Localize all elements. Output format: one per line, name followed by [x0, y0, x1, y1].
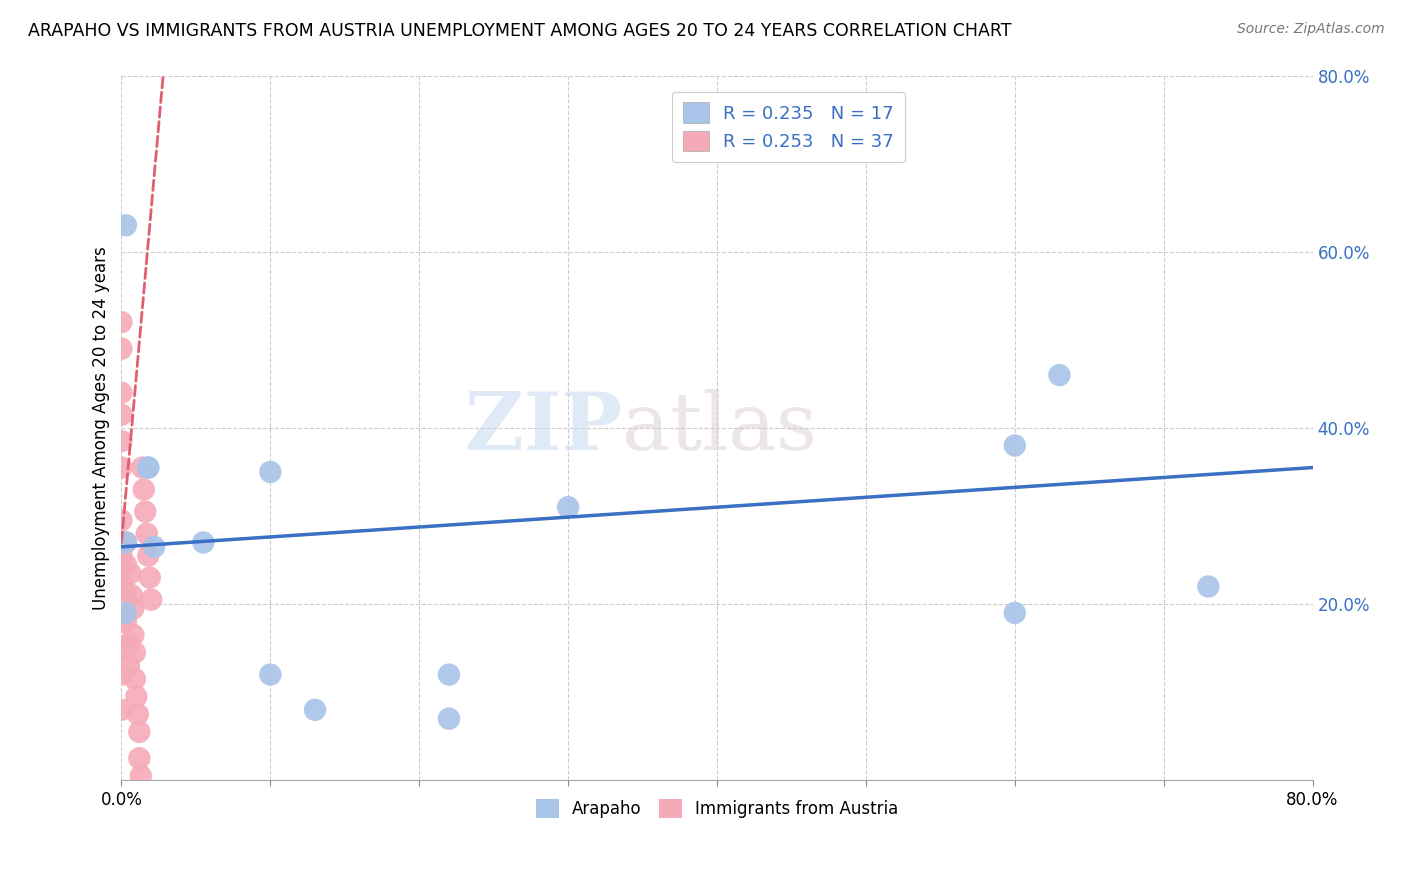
Point — [110, 460, 132, 475]
Point — [115, 615, 138, 629]
Point — [110, 703, 132, 717]
Point — [115, 558, 138, 572]
Point — [141, 592, 163, 607]
Point — [1049, 368, 1071, 382]
Point — [124, 646, 146, 660]
Y-axis label: Unemployment Among Ages 20 to 24 years: Unemployment Among Ages 20 to 24 years — [93, 246, 110, 610]
Point — [124, 672, 146, 686]
Legend: Arapaho, Immigrants from Austria: Arapaho, Immigrants from Austria — [529, 792, 905, 825]
Text: ZIP: ZIP — [465, 389, 621, 467]
Point — [110, 385, 132, 400]
Point — [136, 460, 159, 475]
Text: atlas: atlas — [621, 389, 817, 467]
Point — [131, 460, 153, 475]
Point — [110, 575, 132, 590]
Point — [118, 637, 141, 651]
Point — [121, 588, 143, 602]
Point — [110, 408, 132, 422]
Point — [437, 667, 460, 681]
Point — [557, 500, 579, 515]
Point — [128, 751, 150, 765]
Point — [127, 707, 149, 722]
Point — [115, 535, 138, 549]
Point — [115, 219, 138, 233]
Point — [437, 712, 460, 726]
Point — [110, 342, 132, 356]
Point — [110, 610, 132, 624]
Point — [110, 315, 132, 329]
Point — [110, 549, 132, 563]
Text: Source: ZipAtlas.com: Source: ZipAtlas.com — [1237, 22, 1385, 37]
Point — [125, 690, 148, 704]
Point — [110, 513, 132, 527]
Point — [122, 628, 145, 642]
Point — [259, 465, 281, 479]
Point — [136, 549, 159, 563]
Point — [115, 606, 138, 620]
Point — [118, 658, 141, 673]
Point — [1004, 438, 1026, 452]
Point — [115, 583, 138, 598]
Point — [304, 703, 326, 717]
Point — [138, 571, 160, 585]
Point — [122, 601, 145, 615]
Point — [110, 667, 132, 681]
Point — [120, 566, 142, 581]
Point — [115, 535, 138, 549]
Point — [1004, 606, 1026, 620]
Point — [136, 460, 159, 475]
Point — [110, 641, 132, 656]
Point — [128, 724, 150, 739]
Point — [129, 769, 152, 783]
Point — [193, 535, 215, 549]
Point — [134, 505, 156, 519]
Point — [259, 667, 281, 681]
Point — [110, 434, 132, 449]
Point — [143, 540, 166, 554]
Point — [135, 526, 157, 541]
Point — [132, 483, 155, 497]
Point — [1197, 579, 1219, 593]
Text: ARAPAHO VS IMMIGRANTS FROM AUSTRIA UNEMPLOYMENT AMONG AGES 20 TO 24 YEARS CORREL: ARAPAHO VS IMMIGRANTS FROM AUSTRIA UNEMP… — [28, 22, 1012, 40]
